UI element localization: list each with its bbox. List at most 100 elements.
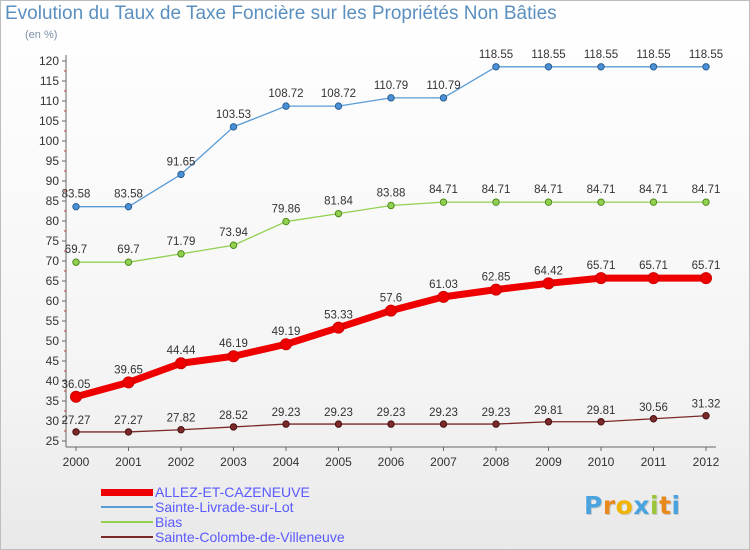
data-point [702,412,710,420]
data-point [544,418,553,426]
data-point [124,428,133,436]
data-label: 64.42 [534,265,563,277]
data-point [492,63,500,71]
y-tick-label: 85 [46,194,60,208]
data-label: 29.23 [272,407,301,419]
data-point [227,350,240,363]
y-tick-label: 75 [46,234,60,248]
y-tick-label: 60 [46,294,60,308]
data-label: 39.65 [114,364,143,376]
y-tick-label: 50 [46,334,60,348]
data-point [332,321,345,334]
data-point [177,170,185,179]
y-tick-label: 110 [40,94,59,108]
data-point [124,202,133,211]
data-point [702,198,710,206]
data-point [439,94,448,102]
data-label: 29.23 [482,407,511,419]
data-label: 65.71 [587,260,616,272]
data-label: 57.6 [380,293,402,305]
x-tick-label: 2009 [535,455,562,469]
x-tick-label: 2002 [168,455,195,469]
data-label: 118.55 [479,49,513,61]
data-point [72,428,80,436]
x-tick-label: 2001 [115,455,142,469]
data-point [492,420,500,428]
data-label: 83.58 [62,189,91,201]
data-label: 30.56 [639,402,668,414]
data-label: 28.52 [219,410,248,422]
data-point [437,290,450,303]
data-point [70,390,82,403]
data-point [542,277,555,290]
data-label: 36.05 [62,379,91,391]
data-point [700,272,712,285]
data-point [282,420,290,428]
data-label: 71.79 [167,236,196,248]
data-label: 69.7 [117,244,139,256]
legend-swatch [101,521,153,523]
data-point [597,198,605,206]
data-label: 79.86 [272,204,301,216]
legend-label: Sainte-Colombe-de-Villeneuve [155,529,345,545]
data-point [647,272,660,285]
chart-unit-label: (en %) [25,29,58,41]
data-point [595,272,607,285]
data-point [387,201,395,210]
legend-swatch [101,506,153,508]
y-tick-label: 65 [46,274,60,288]
data-point [439,198,448,206]
data-point [544,63,553,71]
y-tick-label: 40 [46,374,60,388]
y-tick-label: 30 [46,414,60,428]
data-label: 49.19 [272,326,301,338]
legend-swatch [101,536,153,538]
y-tick-label: 55 [46,314,60,328]
data-label: 110.79 [426,80,460,92]
data-point [334,102,343,110]
data-label: 84.71 [482,184,511,196]
x-tick-label: 2011 [641,455,667,469]
data-label: 118.55 [531,49,565,61]
data-point [492,198,500,206]
data-point [334,420,343,428]
data-label: 84.71 [639,184,668,196]
data-point [282,102,290,110]
x-tick-label: 2005 [325,455,352,469]
legend-label: Bias [155,514,183,530]
data-label: 103.53 [216,109,251,121]
data-label: 29.23 [377,407,406,419]
data-label: 83.88 [377,187,406,199]
data-point [702,63,710,71]
data-label: 108.72 [268,88,303,100]
x-tick-label: 2000 [63,455,90,469]
y-tick-label: 100 [39,134,59,148]
data-point [72,202,80,211]
data-label: 29.81 [534,405,563,417]
data-point [177,250,185,258]
data-label: 46.19 [219,338,248,350]
legend-label: Sainte-Livrade-sur-Lot [155,499,294,515]
data-label: 61.03 [429,279,458,291]
data-point [124,258,133,266]
data-point [649,415,658,423]
data-point [280,338,292,351]
x-tick-label: 2012 [693,455,720,469]
data-point [229,423,238,431]
data-label: 118.55 [584,49,618,61]
data-point [387,420,395,428]
data-label: 27.27 [62,415,91,427]
x-tick-label: 2008 [483,455,510,469]
data-point [229,123,238,131]
y-tick-label: 25 [46,434,60,448]
proxiti-logo: Proxiti [584,491,681,520]
data-label: 65.71 [639,260,668,272]
y-tick-label: 105 [39,114,59,128]
data-label: 84.71 [692,184,721,196]
x-tick-label: 2006 [378,455,405,469]
data-point [229,241,238,249]
y-tick-label: 95 [46,154,60,168]
data-label: 81.84 [324,196,353,208]
